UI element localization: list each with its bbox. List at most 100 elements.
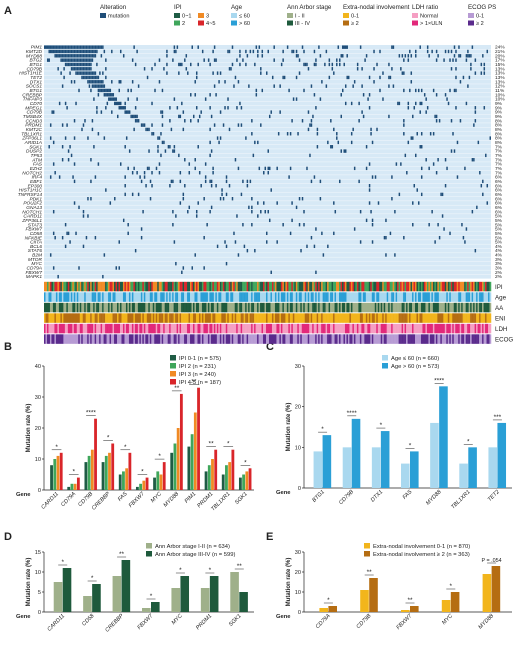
mutation-cell	[78, 205, 80, 210]
mutation-cell	[471, 45, 474, 49]
legend-item-label: > 1×ULN	[420, 21, 442, 27]
mutation-cell	[306, 244, 308, 249]
bar-tbl1xr1	[221, 474, 225, 490]
annotation-cell	[410, 292, 413, 302]
annotation-cell	[334, 302, 337, 313]
mutation-cell	[228, 67, 231, 71]
x-tick-label: MYD88	[478, 613, 496, 631]
mutation-cell	[260, 123, 262, 127]
annotation-cell	[242, 281, 244, 292]
significance-mark: **	[191, 379, 197, 386]
mutation-cell	[93, 80, 95, 84]
gene-label: DTX1	[30, 79, 43, 85]
mutation-cell	[230, 67, 232, 71]
mutation-cell	[315, 62, 317, 67]
annotation-cell	[267, 281, 270, 292]
mutation-cell	[420, 192, 423, 197]
annotation-cell	[282, 323, 285, 334]
annotation-cell	[231, 334, 234, 344]
annotation-cell	[254, 313, 256, 323]
annotation-cell	[315, 334, 317, 344]
annotation-cell	[260, 334, 262, 344]
mutation-cell	[67, 49, 70, 54]
mutation-cell	[73, 49, 76, 54]
bar-myd88	[170, 452, 174, 490]
annotation-cell	[282, 281, 285, 292]
mutation-cell	[67, 58, 70, 62]
mutation-cell	[54, 235, 56, 240]
annotation-cell	[114, 323, 116, 334]
annotation-cell	[242, 302, 244, 313]
annotation-cell	[483, 292, 486, 302]
annotation-cell	[362, 302, 365, 313]
gene-percent: 8%	[495, 136, 503, 142]
mutation-cell	[184, 184, 186, 188]
x-tick-label: CD79A	[60, 491, 77, 508]
annotation-cell	[54, 292, 57, 302]
mutation-cell	[236, 58, 238, 62]
annotation-cell	[263, 313, 265, 323]
gene-label: SOCS1	[26, 84, 43, 90]
annotation-cell	[227, 334, 230, 344]
mutation-cell	[160, 110, 162, 114]
annotation-cell	[331, 302, 334, 313]
annotation-cell	[294, 334, 297, 344]
mutation-cell	[157, 149, 159, 153]
mutation-cell	[60, 58, 62, 62]
bar-tet2	[488, 447, 498, 488]
gene-percent: 5%	[495, 218, 503, 224]
annotation-cell	[239, 292, 241, 302]
annotation-cell	[266, 313, 268, 323]
annotation-cell	[125, 292, 128, 302]
annotation-cell	[282, 334, 285, 344]
annotation-cell	[352, 323, 355, 334]
annotation-cell	[249, 313, 252, 323]
mutation-cell	[343, 45, 345, 49]
annotation-cell	[261, 292, 264, 302]
annotation-cell	[444, 281, 447, 292]
mutation-cell	[412, 222, 414, 227]
annotation-cell	[347, 323, 350, 334]
annotation-cell	[337, 313, 340, 323]
annotation-cell	[425, 323, 428, 334]
mutation-cell	[416, 132, 418, 136]
annotation-cell	[395, 334, 398, 344]
mutation-cell	[118, 88, 120, 93]
annotation-cell	[325, 302, 328, 313]
annotation-cell	[394, 302, 396, 313]
mutation-cell	[127, 97, 129, 101]
gene-label: ZFP36L1	[21, 218, 42, 224]
annotation-cell	[240, 292, 243, 302]
annotation-cell	[337, 323, 340, 334]
annotation-cell	[409, 281, 411, 292]
annotation-cell	[412, 302, 414, 313]
mutation-cell	[456, 175, 459, 179]
mutation-cell	[111, 80, 113, 84]
mutation-cell	[301, 119, 304, 123]
annotation-cell	[316, 313, 319, 323]
mutation-cell	[63, 45, 65, 49]
annotation-cell	[479, 292, 481, 302]
mutation-cell	[388, 84, 390, 88]
mutation-cell	[416, 188, 418, 192]
annotation-cell	[473, 313, 475, 323]
annotation-cell	[200, 302, 203, 313]
mutation-cell	[99, 45, 101, 49]
mutation-cell	[455, 67, 457, 71]
annotation-cell	[170, 323, 173, 334]
mutation-cell	[452, 58, 454, 62]
annotation-cell	[255, 292, 258, 302]
annotation-cell	[69, 302, 72, 313]
y-tick-label: 20	[295, 405, 301, 411]
mutation-cell	[66, 106, 68, 110]
annotation-cell	[258, 281, 261, 292]
mutation-cell	[81, 54, 83, 58]
annotation-cell	[276, 323, 279, 334]
mutation-cell	[70, 49, 73, 54]
bar-crebbp	[112, 576, 122, 612]
annotation-cell	[355, 334, 358, 344]
annotation-cell	[429, 302, 432, 313]
annotation-cell	[128, 292, 131, 302]
annotation-cell	[452, 313, 454, 323]
